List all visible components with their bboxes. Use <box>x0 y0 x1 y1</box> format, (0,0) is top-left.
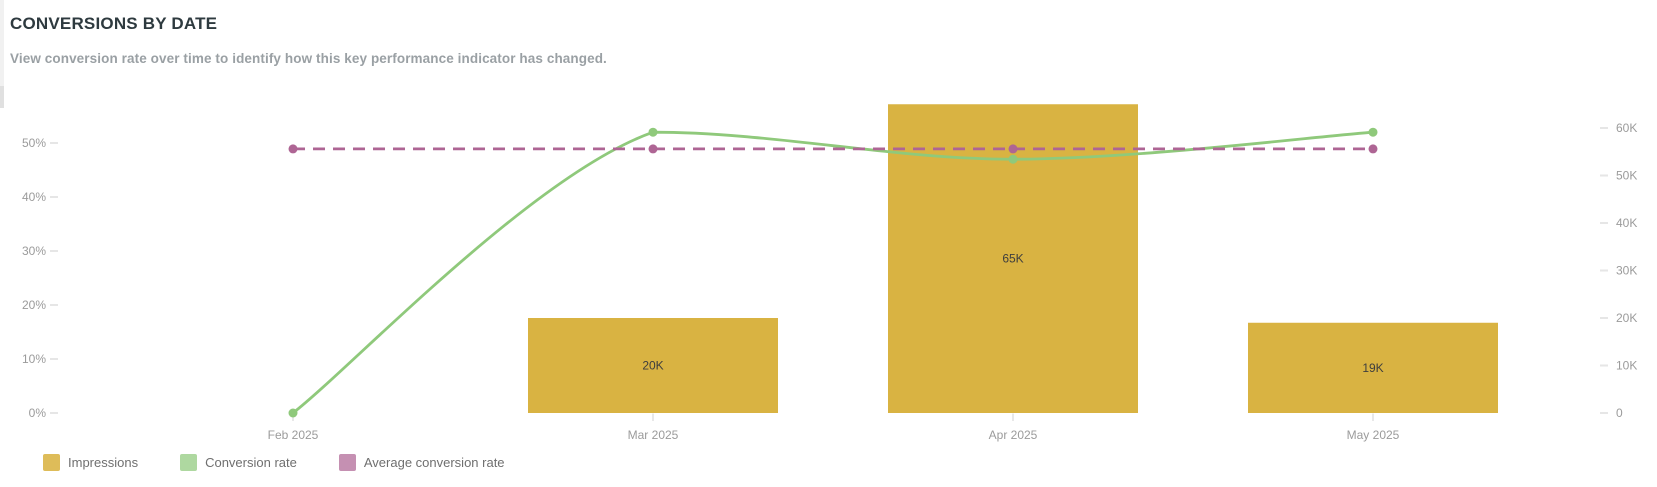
x-axis-label: Feb 2025 <box>268 428 319 442</box>
conversion-rate-point-apr-2025[interactable] <box>1008 154 1018 164</box>
page-title: CONVERSIONS BY DATE <box>10 14 218 33</box>
right-axis-label: 0 <box>1616 406 1623 420</box>
legend-swatch-impressions <box>43 454 60 471</box>
average-conversion-rate-point-apr-2025[interactable] <box>1008 144 1018 154</box>
average-conversion-rate-point-mar-2025[interactable] <box>648 144 658 154</box>
left-axis-label: 10% <box>22 352 46 366</box>
legend-label: Average conversion rate <box>363 455 505 470</box>
left-axis-label: 30% <box>22 244 46 258</box>
legend-item-average-conversion-rate[interactable]: Average conversion rate <box>338 454 505 471</box>
left-axis-label: 20% <box>22 298 46 312</box>
average-conversion-rate-point-feb-2025[interactable] <box>288 144 298 154</box>
right-axis-label: 10K <box>1616 359 1637 373</box>
legend-label: Conversion rate <box>205 455 297 470</box>
left-scrollbar-thumb[interactable] <box>0 86 4 108</box>
x-axis-label: Apr 2025 <box>989 428 1038 442</box>
page-subtitle: View conversion rate over time to identi… <box>10 51 607 66</box>
legend-swatch-conversion-rate <box>180 454 198 471</box>
legend-item-conversion-rate[interactable]: Conversion rate <box>180 454 297 471</box>
conversion-rate-point-may-2025[interactable] <box>1368 127 1378 137</box>
x-axis-label: May 2025 <box>1347 428 1400 442</box>
left-axis-label: 0% <box>29 406 47 420</box>
chart-legend: Impressions Conversion rate Average conver… <box>43 454 505 471</box>
conversion-rate-point-feb-2025[interactable] <box>288 408 298 418</box>
bar-value-label: 20K <box>642 359 663 373</box>
average-conversion-rate-point-may-2025[interactable] <box>1368 144 1378 154</box>
legend-swatch-average-conversion-rate <box>338 454 356 471</box>
conversion-rate-line <box>291 130 1375 415</box>
left-scrollbar-track <box>0 0 4 86</box>
right-axis-label: 60K <box>1616 121 1637 135</box>
legend-label: Impressions <box>68 455 139 470</box>
conversion-rate-point-mar-2025[interactable] <box>648 127 658 137</box>
legend-item-impressions[interactable]: Impressions <box>43 454 138 471</box>
bar-value-label: 65K <box>1002 252 1023 266</box>
right-axis-label: 40K <box>1616 216 1637 230</box>
right-axis-label: 30K <box>1616 264 1637 278</box>
x-axis-label: Mar 2025 <box>628 428 679 442</box>
left-axis-label: 50% <box>22 136 46 150</box>
impressions-bar-mar-2025[interactable] <box>528 318 778 413</box>
right-axis-label: 20K <box>1616 311 1637 325</box>
bar-value-label: 19K <box>1362 361 1383 375</box>
impressions-bar-may-2025[interactable] <box>1248 322 1498 413</box>
left-axis-label: 40% <box>22 190 46 204</box>
right-axis-label: 50K <box>1616 169 1637 183</box>
